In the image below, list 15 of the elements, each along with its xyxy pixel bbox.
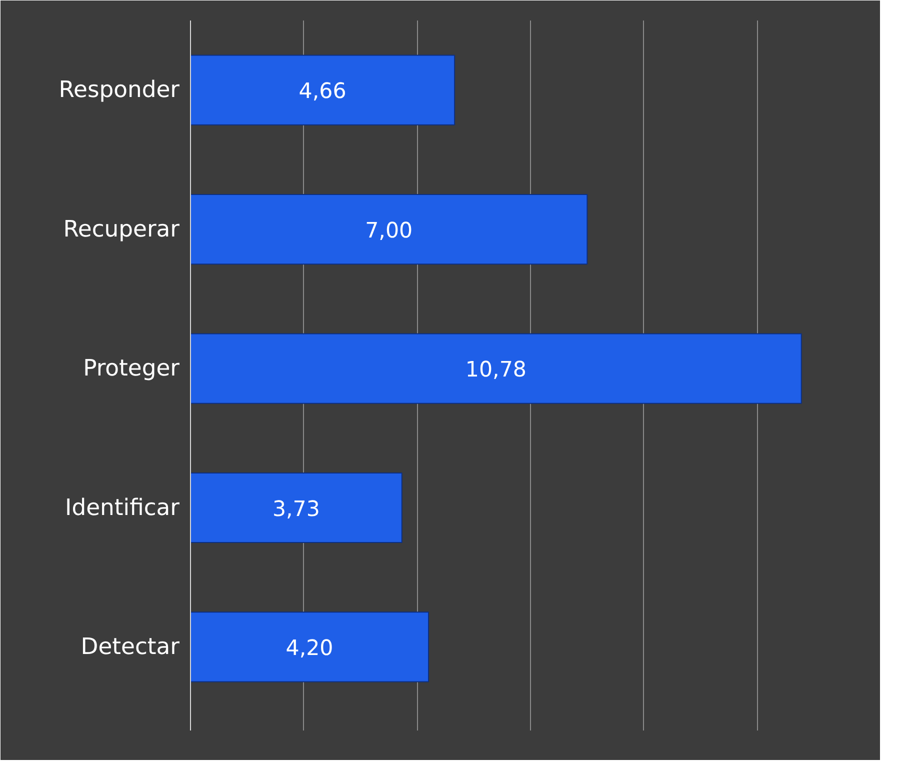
bar	[190, 54, 456, 126]
bar	[190, 612, 429, 682]
data-label: 4,20	[286, 636, 334, 661]
data-label: 10,78	[465, 358, 526, 383]
data-label: 7,00	[365, 218, 413, 244]
y-tick-label: Detectar	[80, 634, 180, 660]
y-tick-label: Recuperar	[63, 216, 180, 242]
data-label: 4,66	[298, 79, 346, 104]
bar	[190, 333, 802, 404]
y-tick-label: Identificar	[65, 494, 180, 521]
bar	[190, 194, 588, 265]
y-tick-label: Proteger	[83, 356, 180, 382]
data-label: 3,73	[272, 496, 320, 522]
y-tick-label: Responder	[58, 77, 180, 104]
bar	[190, 472, 402, 544]
